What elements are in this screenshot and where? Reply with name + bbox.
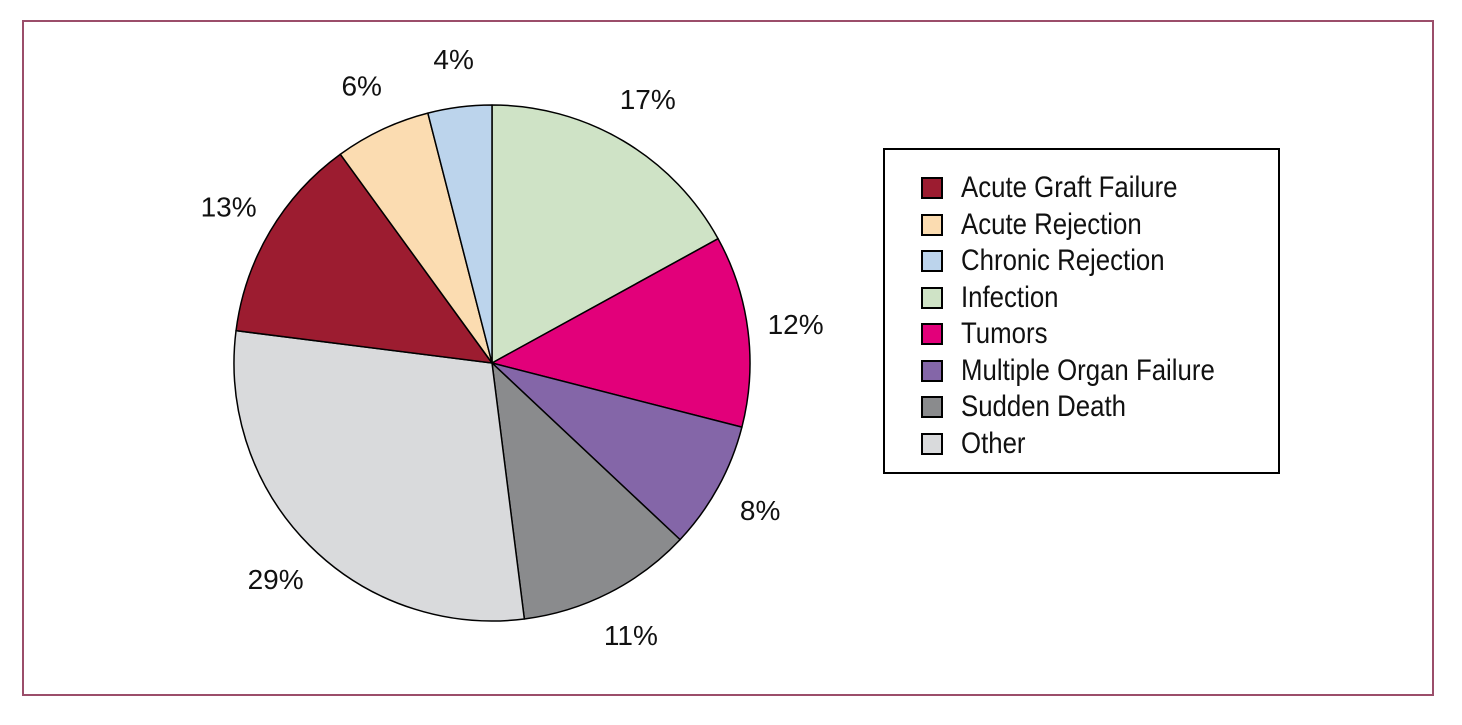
legend-label: Other [961,426,1026,460]
legend-item-tumors: Tumors [921,316,1278,353]
legend: Acute Graft Failure Acute Rejection Chro… [883,148,1280,474]
legend-swatch [921,177,943,200]
pie-slice-tumors [491,237,751,428]
legend-item-multiple-organ-failure: Multiple Organ Failure [921,353,1278,390]
pie-slice-sudden-death [491,362,681,620]
slice-value-label: 29% [248,564,304,595]
legend-label: Infection [961,280,1059,314]
slice-value-label: 6% [341,71,381,102]
legend-label: Tumors [961,317,1048,351]
legend-item-chronic-rejection: Chronic Rejection [921,243,1278,280]
chart-frame [22,20,1434,696]
legend-item-infection: Infection [921,280,1278,317]
legend-label: Chronic Rejection [961,244,1165,278]
legend-label: Multiple Organ Failure [961,353,1215,387]
pie-slice-multiple-organ-failure [491,362,743,541]
pie-slice-other [233,329,526,622]
legend-label: Sudden Death [961,390,1126,424]
legend-swatch [921,250,943,273]
legend-swatch [921,432,943,455]
legend-swatch [921,213,943,236]
slice-value-label: 12% [768,309,824,340]
legend-swatch [921,359,943,382]
legend-swatch [921,323,943,346]
slice-value-label: 11% [604,620,658,651]
legend-swatch [921,396,943,419]
slice-value-label: 17% [620,84,676,115]
legend-label: Acute Rejection [961,207,1142,241]
pie-slice-acute-graft-failure [235,153,493,364]
slice-value-label: 4% [433,44,473,75]
slice-value-label: 13% [201,192,257,223]
pie-slice-infection [491,104,719,364]
legend-item-other: Other [921,426,1278,463]
legend-item-acute-rejection: Acute Rejection [921,207,1278,244]
legend-swatch [921,286,943,309]
pie-slice-chronic-rejection [427,104,493,364]
legend-item-acute-graft-failure: Acute Graft Failure [921,170,1278,207]
legend-item-sudden-death: Sudden Death [921,389,1278,426]
legend-label: Acute Graft Failure [961,171,1178,205]
slice-value-label: 8% [740,495,780,526]
